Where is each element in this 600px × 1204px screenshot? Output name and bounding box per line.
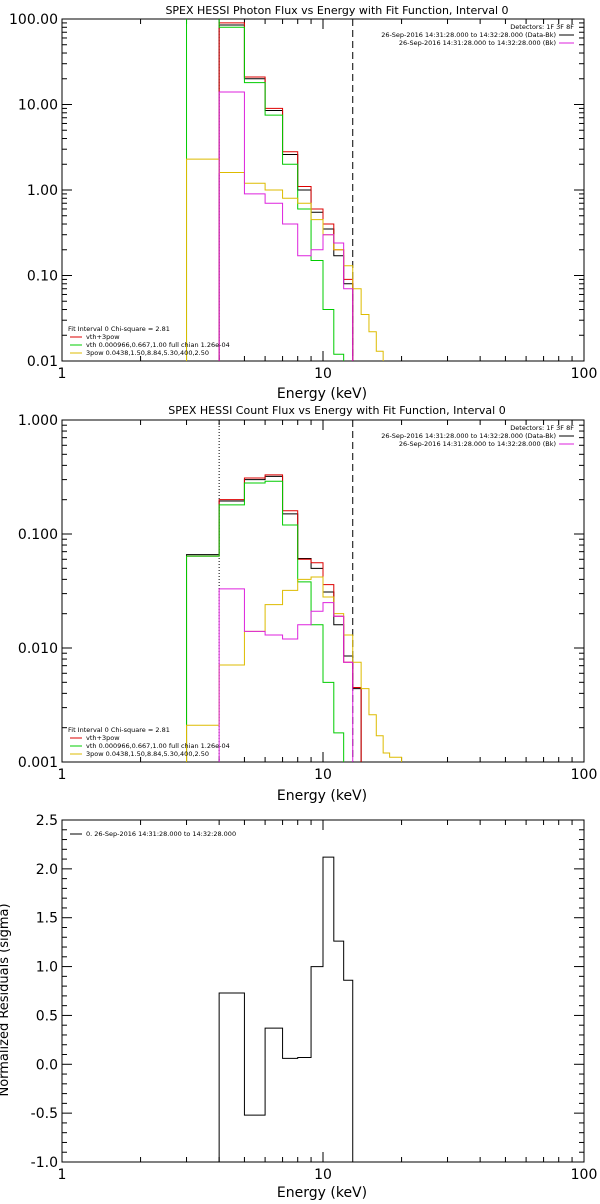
x-tick-label: 100	[571, 366, 598, 382]
series-bk	[218, 91, 354, 361]
y-tick-label: -0.5	[31, 1106, 58, 1122]
legend-left-header: Fit Interval 0 Chi-square = 2.81	[68, 325, 170, 333]
x-tick-label: 100	[571, 767, 598, 783]
series-group	[186, 19, 384, 361]
series-vth-3pow	[218, 22, 354, 361]
legend-right-entry: 26-Sep-2016 14:31:28.000 to 14:32:28.000…	[399, 39, 556, 47]
series-group	[186, 474, 403, 762]
y-tick-label: 2.5	[36, 813, 58, 829]
legend-left-entry: 3pow 0.0438,1.50,8.84,5.30,400,2.50	[86, 750, 209, 758]
y-axis-label: Normalized Residuals (sigma)	[0, 903, 12, 1096]
y-tick-label: 100.00	[9, 12, 58, 28]
series-vth	[186, 480, 345, 762]
series-vth-3pow	[186, 474, 362, 762]
legend-left: 0. 26-Sep-2016 14:31:28.000 to 14:32:28.…	[70, 830, 236, 838]
legend-right-entry: 26-Sep-2016 14:31:28.000 to 14:32:28.000…	[381, 31, 556, 39]
photon-flux-panel: SPEX HESSI Photon Flux vs Energy with Fi…	[9, 4, 598, 402]
x-ticks: 1 10 100	[58, 820, 598, 1183]
x-axis-label: Energy (keV)	[277, 788, 367, 804]
legend-left: Fit Interval 0 Chi-square = 2.81vth+3pow…	[68, 325, 230, 357]
legend-right-entry: 26-Sep-2016 14:31:28.000 to 14:32:28.000…	[381, 432, 556, 440]
series-3pow	[186, 158, 384, 361]
y-tick-label: 1.000	[18, 413, 58, 429]
x-axis-label: Energy (keV)	[277, 1185, 367, 1200]
legend-left-entry: vth 0.000966,0.667,1.00 full chian 1.26e…	[86, 742, 230, 750]
legend-right-header: Detectors: 1F 3F 8F	[510, 23, 574, 31]
count-flux-panel: SPEX HESSI Count Flux vs Energy with Fit…	[18, 404, 597, 804]
series-group	[218, 856, 354, 1162]
x-tick-label: 1	[58, 366, 67, 382]
y-tick-label: 0.010	[18, 641, 58, 657]
x-tick-label: 100	[571, 1167, 598, 1183]
x-tick-label: 10	[314, 767, 332, 783]
legend-left: Fit Interval 0 Chi-square = 2.81vth+3pow…	[68, 726, 230, 758]
y-tick-label: 0.10	[27, 269, 58, 285]
y-tick-label: 0.5	[36, 1008, 58, 1024]
y-tick-label: 1.00	[27, 183, 58, 199]
legend-left-entry: 0. 26-Sep-2016 14:31:28.000 to 14:32:28.…	[86, 830, 236, 838]
x-tick-label: 1	[58, 767, 67, 783]
legend-right-entry: 26-Sep-2016 14:31:28.000 to 14:32:28.000…	[399, 440, 556, 448]
y-ticks: -1.0 -0.5 0.0 0.5 1.0 1.5 2.0 2.5	[31, 813, 584, 1171]
x-tick-label: 1	[58, 1167, 67, 1183]
x-tick-label: 10	[314, 1167, 332, 1183]
x-ticks: 1 10 100	[58, 420, 598, 783]
legend-left-entry: vth 0.000966,0.667,1.00 full chian 1.26e…	[86, 341, 230, 349]
series-bk	[218, 588, 354, 762]
legend-left-entry: 3pow 0.0438,1.50,8.84,5.30,400,2.50	[86, 349, 209, 357]
y-ticks: 0.001 0.010 0.100 1.000	[18, 413, 584, 771]
y-tick-label: 0.100	[18, 527, 58, 543]
y-tick-label: 1.5	[36, 911, 58, 927]
x-tick-label: 10	[314, 366, 332, 382]
series-vth	[186, 19, 345, 361]
legend-right-header: Detectors: 1F 3F 8F	[510, 424, 574, 432]
panel-title: SPEX HESSI Count Flux vs Energy with Fit…	[168, 404, 505, 417]
y-tick-label: 10.00	[18, 98, 58, 114]
legend-left-entry: vth+3pow	[86, 734, 120, 742]
y-tick-label: 0.01	[27, 354, 58, 370]
y-tick-label: 1.0	[36, 960, 58, 976]
series-residual	[218, 856, 354, 1162]
y-tick-label: -1.0	[31, 1155, 58, 1171]
panel-title: SPEX HESSI Photon Flux vs Energy with Fi…	[165, 4, 508, 17]
y-tick-label: 2.0	[36, 862, 58, 878]
legend-left-entry: vth+3pow	[86, 333, 120, 341]
x-axis-label: Energy (keV)	[277, 386, 367, 402]
y-tick-label: 0.001	[18, 755, 58, 771]
y-ticks: 0.01 0.10 1.00 10.00 100.00	[9, 12, 584, 370]
residuals-panel: Energy (keV) Normalized Residuals (sigma…	[0, 813, 598, 1201]
x-ticks: 1 10 100	[58, 19, 598, 382]
series-data-bk	[186, 475, 362, 762]
y-tick-label: 0.0	[36, 1057, 58, 1073]
legend-left-header: Fit Interval 0 Chi-square = 2.81	[68, 726, 170, 734]
series-data-bk	[218, 24, 354, 361]
